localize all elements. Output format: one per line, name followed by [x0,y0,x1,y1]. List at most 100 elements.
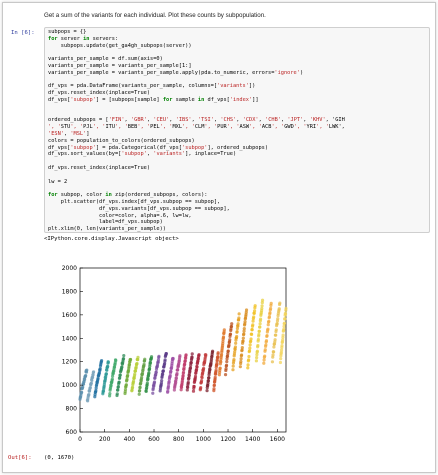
scatter-point [282,321,287,325]
scatter-point [252,315,256,319]
series-22 [231,312,241,372]
scatter-point [221,335,226,339]
scatter-point [181,370,186,374]
scatter-point [219,352,224,357]
code-cell-source[interactable]: subpops = {} for server in servers: subp… [45,28,429,233]
scatter-point [262,358,266,362]
scatter-point [274,328,278,332]
scatter-point [255,349,259,353]
scatter-point [234,341,238,345]
x-tick-label: 1200 [220,436,235,443]
scatter-point [263,354,267,358]
scatter-point [241,336,245,340]
scatter-point [283,312,288,316]
y-tick-label: 1000 [62,382,77,389]
series-6 [123,357,133,396]
series-23 [238,308,249,369]
series-19 [212,351,220,393]
code-cell-editor[interactable]: subpops = {} for server in servers: subp… [44,27,430,233]
series-27 [270,301,282,364]
code-line: plt.xlim(0, len(variants_per_sample)) [48,226,166,233]
scatter-point [212,383,216,387]
scatter-point [133,369,138,373]
scatter-point [243,320,247,324]
code-line: df_vps.reset_index(inplace=True) [48,90,151,97]
scatter-point [122,353,126,358]
scatter-point [225,357,229,361]
code-line: df_vps.variants[df_vps.subpop == subpop]… [99,205,230,212]
scatter-point [185,388,189,392]
scatter-point [242,326,246,331]
scatter-point [199,385,203,390]
scatter-point [232,358,236,362]
series-10 [151,354,161,395]
scatter-point [110,377,114,381]
code-line: for server in servers: [48,35,119,42]
scatter-point [101,389,106,393]
scatter-point [118,373,122,377]
scatter-point [208,367,212,372]
code-line: for subpop, color in zip(ordered_subpops… [48,192,208,199]
scatter-point [269,306,273,311]
scatter-point [186,385,190,389]
scatter-point [188,366,193,370]
scatter-point [267,319,271,323]
scatter-point [244,308,249,312]
scatter-point [272,345,276,349]
scatter-point [235,334,239,339]
scatter-point [250,332,254,336]
y-tick-label: 800 [66,406,78,413]
scatter-point [248,346,252,350]
scatter-point [269,301,273,306]
scatter-point [176,368,180,372]
scatter-point [138,385,142,389]
scatter-point [257,332,261,337]
scatter-point [281,333,285,337]
series-9 [144,355,154,393]
scatter-point [130,385,135,389]
y-tick-label: 600 [66,429,78,436]
scatter-point [179,385,184,390]
scatter-point [221,339,225,344]
series-12 [165,356,175,394]
scatter-point [233,350,237,354]
code-line: subpops.update(get_ga4gh_subpops(server)… [60,42,192,49]
scatter-point [147,371,151,375]
scatter-point [247,354,251,359]
code-line: variants_per_sample = variants_per_sampl… [48,62,192,69]
code-line: label=df_vps.subpop) [99,219,163,226]
scatter-point [231,364,235,368]
scatter-point [225,359,229,364]
scatter-point [241,339,245,343]
scatter-point [212,387,216,391]
scatter-point [256,337,260,342]
x-tick-label: 1600 [270,436,285,443]
scatter-point [183,362,187,366]
series-5 [115,353,126,398]
scatter-point [108,394,112,398]
scatter-point [251,323,255,327]
scatter-point [279,357,283,361]
scatter-point [195,365,199,369]
scatter-point [206,379,210,383]
scatter-point [166,389,170,393]
scatter-point [193,374,198,378]
scatter-point [80,390,84,394]
scatter-point [187,373,191,378]
scatter-point [184,353,188,357]
scatter-point [152,380,157,384]
scatter-point [172,388,176,392]
scatter-point [147,367,152,371]
scatter-point [118,376,122,380]
scatter-point [260,306,264,311]
scatter-point [239,353,244,357]
scatter-point [277,307,281,311]
series-15 [185,352,194,392]
scatter-point [125,377,129,381]
scatter-point [276,317,280,321]
scatter-point [167,380,171,384]
scatter-point [114,358,118,363]
scatter-point [246,363,250,367]
scatter-point [216,351,220,355]
series-8 [137,357,147,396]
